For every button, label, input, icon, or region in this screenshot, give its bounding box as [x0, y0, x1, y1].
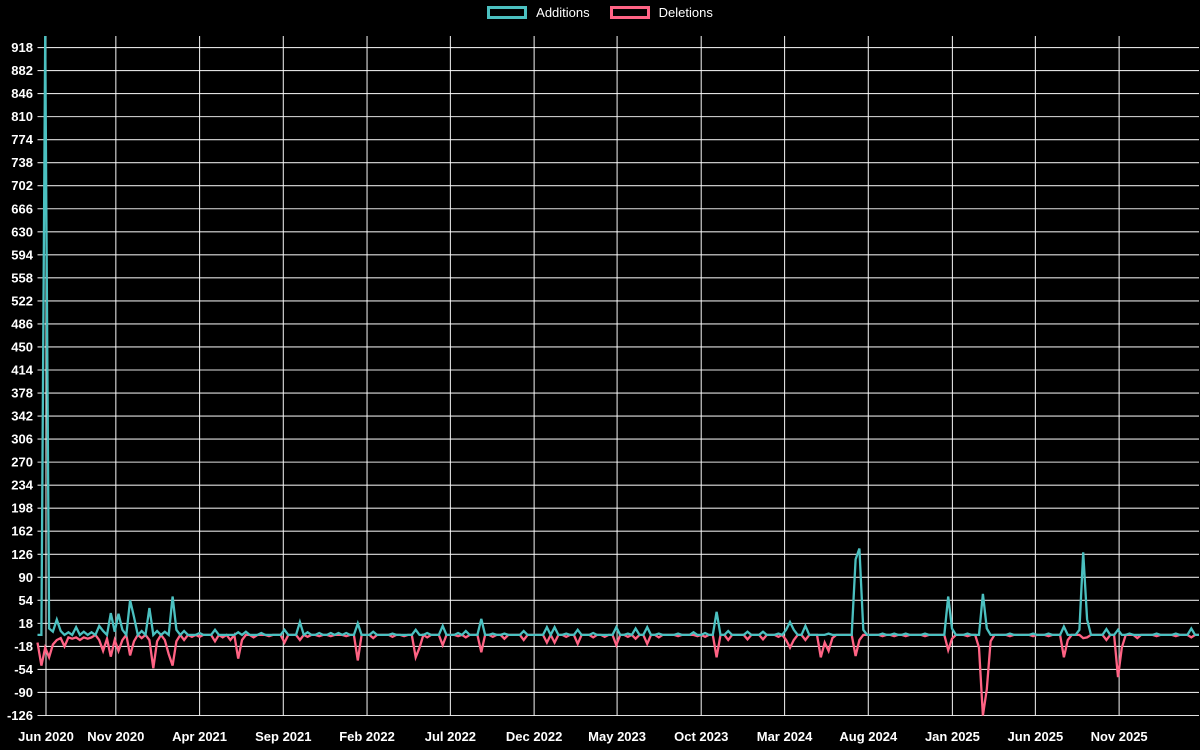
- x-tick-label: Sep 2021: [255, 729, 311, 744]
- x-tick-label: Nov 2020: [87, 729, 144, 744]
- x-tick-label: Jun 2020: [18, 729, 74, 744]
- legend-label-additions: Additions: [536, 5, 590, 20]
- x-tick-label: Dec 2022: [506, 729, 562, 744]
- x-tick-label: Mar 2024: [757, 729, 813, 744]
- chart-legend: Additions Deletions: [0, 5, 1200, 20]
- y-tick-label: 162: [11, 524, 33, 539]
- y-tick-label: 198: [11, 501, 33, 516]
- additions-legend-swatch-icon: [487, 6, 528, 19]
- y-tick-label: -54: [14, 662, 34, 677]
- x-tick-label: May 2023: [588, 729, 646, 744]
- x-tick-label: Jul 2022: [425, 729, 476, 744]
- y-tick-label: 810: [11, 109, 33, 124]
- y-tick-label: 126: [11, 547, 33, 562]
- y-tick-label: 450: [11, 339, 33, 354]
- deletions-legend-swatch-icon: [609, 6, 650, 19]
- y-tick-label: 846: [11, 86, 33, 101]
- y-tick-label: 306: [11, 432, 33, 447]
- y-tick-label: 378: [11, 386, 33, 401]
- y-tick-label: 702: [11, 178, 33, 193]
- y-tick-label: 414: [11, 362, 33, 377]
- x-tick-label: Jun 2025: [1008, 729, 1064, 744]
- legend-item-deletions[interactable]: Deletions: [609, 5, 713, 20]
- y-tick-label: 558: [11, 270, 33, 285]
- legend-item-additions[interactable]: Additions: [487, 5, 590, 20]
- y-tick-label: 774: [11, 132, 33, 147]
- x-tick-label: Nov 2025: [1091, 729, 1148, 744]
- legend-label-deletions: Deletions: [658, 5, 713, 20]
- y-tick-label: 90: [19, 570, 33, 585]
- y-tick-label: 666: [11, 201, 33, 216]
- y-tick-label: -90: [14, 685, 33, 700]
- y-tick-label: 882: [11, 63, 33, 78]
- series-line-deletions[interactable]: [36, 632, 1200, 716]
- x-tick-label: Jan 2025: [925, 729, 980, 744]
- y-tick-label: 522: [11, 293, 33, 308]
- y-tick-label: 234: [11, 478, 33, 493]
- x-tick-label: Aug 2024: [839, 729, 898, 744]
- y-tick-label: -126: [7, 708, 33, 723]
- y-tick-label: 486: [11, 316, 33, 331]
- series-line-additions[interactable]: [37, 35, 1200, 638]
- x-tick-label: Feb 2022: [339, 729, 395, 744]
- y-tick-label: 54: [19, 593, 34, 608]
- y-tick-label: 342: [11, 409, 33, 424]
- y-tick-label: 918: [11, 40, 33, 55]
- y-tick-label: 594: [11, 247, 33, 262]
- x-tick-label: Oct 2023: [674, 729, 728, 744]
- y-tick-label: 270: [11, 455, 33, 470]
- y-tick-label: -18: [14, 639, 33, 654]
- y-tick-label: 630: [11, 224, 33, 239]
- y-tick-label: 738: [11, 155, 33, 170]
- y-tick-label: 18: [19, 616, 33, 631]
- x-tick-label: Apr 2021: [172, 729, 227, 744]
